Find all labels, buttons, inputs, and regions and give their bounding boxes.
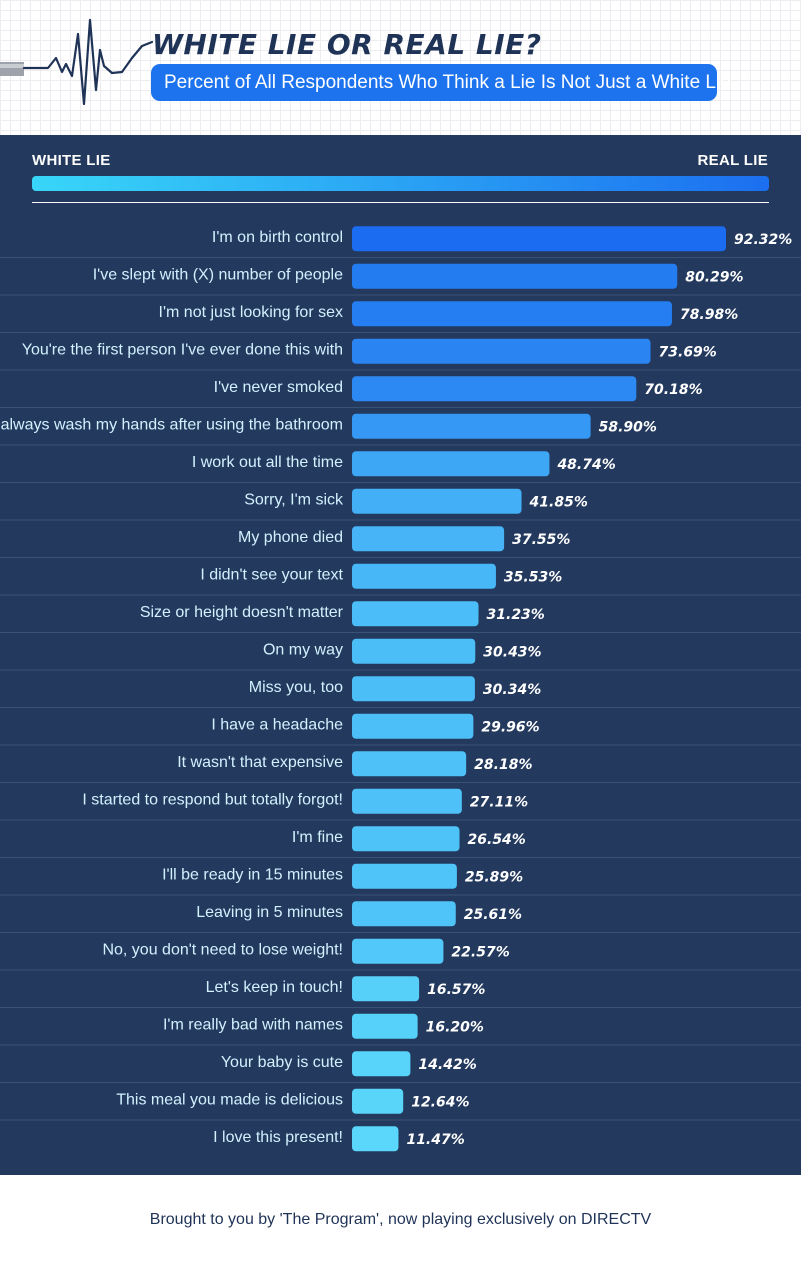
chart-panel: WHITE LIE REAL LIE I'm on birth control 9… [0, 135, 801, 1175]
chart-subtitle: Percent of All Respondents Who Think a L… [151, 64, 731, 101]
bar [352, 863, 457, 889]
bar-value-label: 73.69% [659, 344, 717, 360]
bar [352, 976, 420, 1002]
bar [352, 901, 456, 927]
bar [352, 226, 726, 252]
bar [352, 338, 651, 364]
bar-value-label: 11.47% [406, 1132, 464, 1148]
bar [352, 1088, 404, 1114]
bar [352, 638, 476, 664]
bar [352, 1126, 399, 1152]
bar-value-label: 14.42% [418, 1057, 476, 1073]
bar-value-label: 16.57% [427, 982, 485, 998]
bar-category-label: On my way [263, 641, 343, 658]
bar-category-label: I have a headache [211, 716, 343, 733]
bar-value-label: 26.54% [468, 832, 526, 848]
bar [352, 413, 591, 439]
bar-category-label: I'm not just looking for sex [159, 304, 343, 321]
bar-category-label: Size or height doesn't matter [140, 604, 344, 621]
bar [352, 488, 522, 514]
scale-gradient-bar [32, 176, 769, 191]
bar [352, 526, 505, 552]
bar-value-label: 70.18% [644, 382, 702, 398]
heartbeat-line-icon [0, 18, 154, 106]
bar-category-label: Your baby is cute [221, 1054, 343, 1071]
chart-title: WHITE LIE OR REAL LIE? [152, 28, 542, 61]
header: WHITE LIE OR REAL LIE? Percent of All Re… [0, 0, 801, 135]
bar-category-label: I'll be ready in 15 minutes [162, 866, 343, 883]
bar [352, 301, 672, 327]
bar-value-label: 78.98% [680, 307, 738, 323]
bar-value-label: 35.53% [504, 569, 562, 585]
bar [352, 713, 474, 739]
bar-category-label: I love this present! [213, 1129, 343, 1146]
bar-value-label: 28.18% [474, 757, 532, 773]
scale-left-label: WHITE LIE [32, 152, 111, 169]
bar [352, 563, 496, 589]
bar-value-label: 27.11% [470, 794, 528, 810]
bar-category-label: Leaving in 5 minutes [196, 904, 343, 921]
bar-category-label: Sorry, I'm sick [244, 491, 344, 508]
bar-value-label: 25.89% [465, 869, 523, 885]
bar-category-label: It wasn't that expensive [177, 754, 343, 771]
bar-category-label: I started to respond but totally forgot! [82, 791, 343, 808]
bar [352, 376, 637, 402]
bar-value-label: 41.85% [529, 494, 588, 510]
bar-value-label: 92.32% [734, 232, 792, 248]
bar-category-label: I'm fine [292, 829, 343, 846]
footer-credit: Brought to you by 'The Program', now pla… [149, 1211, 652, 1228]
bar [352, 788, 462, 814]
bar-category-label: I work out all the time [192, 454, 343, 471]
bar [352, 601, 479, 627]
bar-chart: I'm on birth control 92.32% I've slept wit… [0, 226, 801, 1152]
scale-right-label: REAL LIE [697, 152, 768, 169]
bar [352, 938, 444, 964]
bar-category-label: No, you don't need to lose weight! [102, 941, 343, 958]
bar-value-label: 16.20% [426, 1019, 484, 1035]
bar-category-label: I didn't see your text [200, 566, 343, 583]
scale-divider [32, 202, 769, 203]
bar [352, 1013, 418, 1039]
bar [352, 263, 678, 289]
bar-category-label: Let's keep in touch! [206, 979, 343, 996]
bar-value-label: 22.57% [451, 944, 509, 960]
bar-value-label: 29.96% [481, 719, 539, 735]
bar [352, 451, 550, 477]
bar-value-label: 31.23% [487, 607, 545, 623]
bar-value-label: 30.34% [483, 682, 541, 698]
bar-category-label: I've never smoked [214, 379, 343, 396]
bar-value-label: 37.55% [512, 532, 570, 548]
bar [352, 751, 467, 777]
bar-category-label: Miss you, too [249, 679, 343, 696]
footer: Brought to you by 'The Program', now pla… [0, 1175, 801, 1274]
bar-category-label: My phone died [238, 529, 343, 546]
bar-category-label: I'm on birth control [212, 229, 343, 246]
bar-value-label: 25.61% [464, 907, 522, 923]
bar-category-label: You're the first person I've ever done t… [22, 341, 343, 358]
bar [352, 1051, 411, 1077]
bar-value-label: 48.74% [556, 457, 615, 473]
bar-category-label: I've slept with (X) number of people [93, 266, 343, 283]
bar-category-label: I always wash my hands after using the b… [0, 416, 343, 433]
bar-value-label: 80.29% [685, 269, 743, 285]
bar-value-label: 58.90% [599, 419, 657, 435]
bar-value-label: 12.64% [411, 1094, 469, 1110]
bar-value-label: 30.43% [483, 644, 541, 660]
bar [352, 676, 475, 702]
bar-category-label: This meal you made is delicious [116, 1091, 343, 1108]
bar [352, 826, 460, 852]
bar-category-label: I'm really bad with names [163, 1016, 343, 1033]
